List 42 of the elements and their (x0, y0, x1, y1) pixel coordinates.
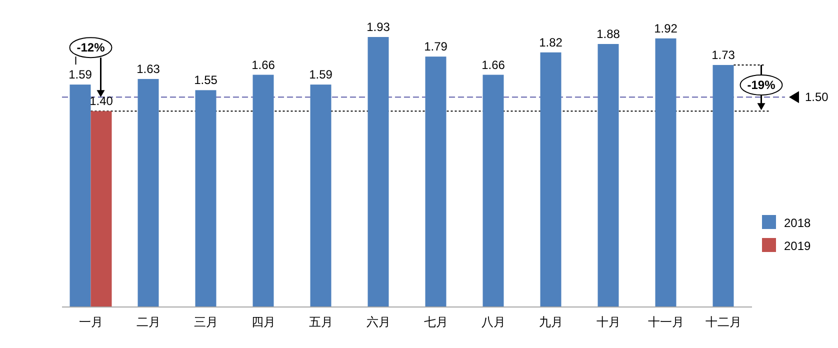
bar (655, 38, 676, 307)
data-label: 1.40 (90, 94, 114, 108)
legend-label: 2018 (784, 216, 812, 230)
bar (252, 74, 274, 307)
data-label: 1.82 (539, 35, 563, 50)
bar (425, 56, 446, 307)
data-label: 1.92 (654, 21, 678, 36)
bar (310, 84, 332, 307)
data-label: 1.79 (424, 40, 448, 54)
x-tick-label: 三月 (194, 315, 218, 329)
data-label: 1.88 (596, 26, 620, 41)
x-tick-label: 六月 (366, 315, 390, 329)
bar (368, 37, 389, 307)
bar (138, 78, 159, 307)
ref-line-label: 1.50 (805, 90, 829, 104)
x-tick-label: 十一月 (648, 315, 684, 329)
data-label: 1.73 (712, 48, 736, 62)
data-label: 1.63 (136, 62, 160, 76)
data-label: 1.66 (482, 58, 506, 72)
data-label: 1.59 (68, 68, 92, 82)
data-label: 1.59 (309, 68, 333, 82)
data-label: 1.66 (252, 58, 276, 72)
data-label: 1.93 (366, 20, 390, 34)
x-tick-label: 四月 (251, 315, 276, 329)
x-tick-label: 二月 (136, 315, 160, 329)
x-tick-label: 十二月 (705, 315, 742, 329)
x-tick-label: 七月 (424, 315, 448, 329)
x-tick-label: 八月 (481, 315, 506, 329)
annotation: -19% (747, 78, 776, 92)
x-tick-label: 五月 (308, 315, 333, 329)
bar (540, 52, 562, 307)
x-tick-label: 一月 (78, 315, 103, 329)
x-tick-label: 九月 (538, 315, 563, 329)
bar (712, 64, 734, 307)
bar (598, 44, 619, 307)
annotation: -12% (76, 40, 106, 55)
x-tick-label: 十月 (596, 315, 620, 329)
bar (195, 90, 216, 307)
legend-label: 2019 (784, 239, 812, 253)
bar (90, 111, 112, 307)
bar (482, 74, 504, 307)
data-label: 1.55 (194, 73, 218, 88)
